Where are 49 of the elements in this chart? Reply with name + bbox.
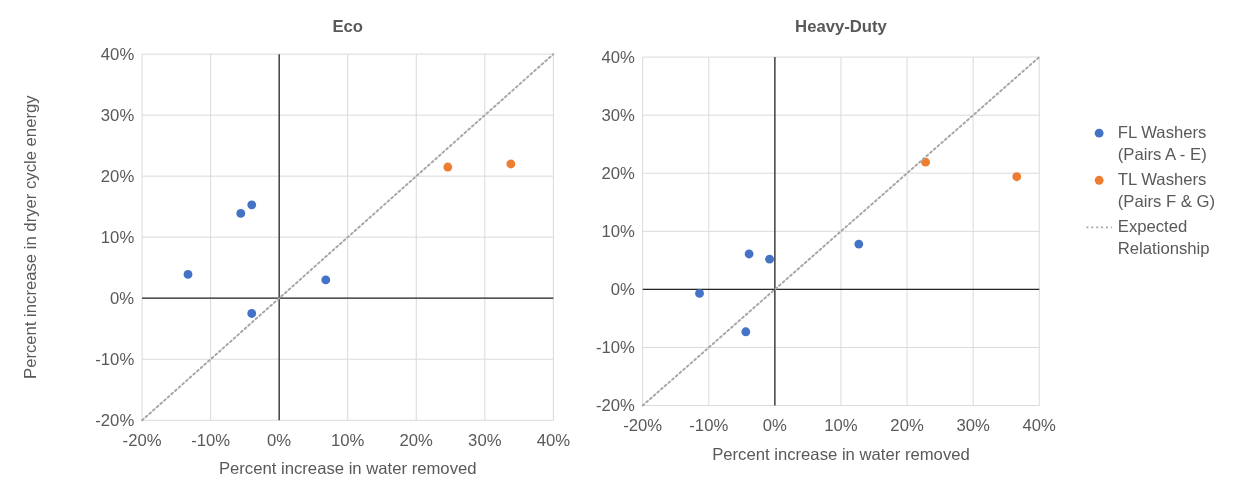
y-tick-label: -10% [95,350,135,370]
x-tick-label: 10% [824,416,858,436]
legend-label: TL Washers (Pairs F & G) [1117,170,1216,211]
y-tick-label: -20% [595,396,636,416]
x-tick-label: 30% [956,416,991,436]
chart-title: Heavy-Duty [795,16,888,36]
point [321,275,331,285]
point [247,309,257,318]
legend-label: Expected Relationship [1117,217,1210,258]
y-tick-label: 10% [100,228,135,248]
y-tick-label: 20% [100,167,135,187]
point [921,157,930,167]
x-tick-label: 30% [468,430,502,450]
point [695,289,704,298]
point [236,208,246,218]
x-tick-label: 0% [762,416,788,436]
y-tick-label: 40% [601,47,635,67]
x-axis-title: Percent increase in water removed [218,459,477,479]
x-tick-label: 0% [267,430,292,450]
point [765,254,774,264]
point [1012,172,1022,182]
legend-label: FL Washers (Pairs A - E) [1117,123,1207,164]
point [854,239,864,249]
x-tick-label: -20% [122,430,162,450]
y-tick-label: 10% [601,222,635,242]
point [744,249,754,259]
point [741,327,751,337]
chart-title: Eco [332,16,364,36]
y-tick-label: 30% [601,106,635,126]
y-axis-title: Percent increase in dryer cycle energy [21,94,41,379]
y-tick-label: 0% [110,289,135,309]
y-tick-label: -10% [595,338,636,358]
x-tick-label: 20% [399,430,434,450]
y-tick-label: 40% [100,45,135,65]
y-tick-label: 20% [601,164,635,184]
point [183,270,193,279]
x-tick-label: -10% [191,430,231,450]
point [247,200,257,210]
x-tick-label: 20% [890,416,924,436]
x-tick-label: 40% [536,430,571,450]
x-tick-label: -10% [689,416,729,436]
y-tick-label: 0% [610,280,635,300]
point [443,162,453,172]
x-axis-title: Percent increase in water removed [712,444,970,464]
x-tick-label: 40% [1022,416,1057,436]
point [506,159,516,169]
y-tick-label: 30% [100,106,135,126]
x-tick-label: -20% [623,416,663,436]
x-tick-label: 10% [331,430,365,450]
